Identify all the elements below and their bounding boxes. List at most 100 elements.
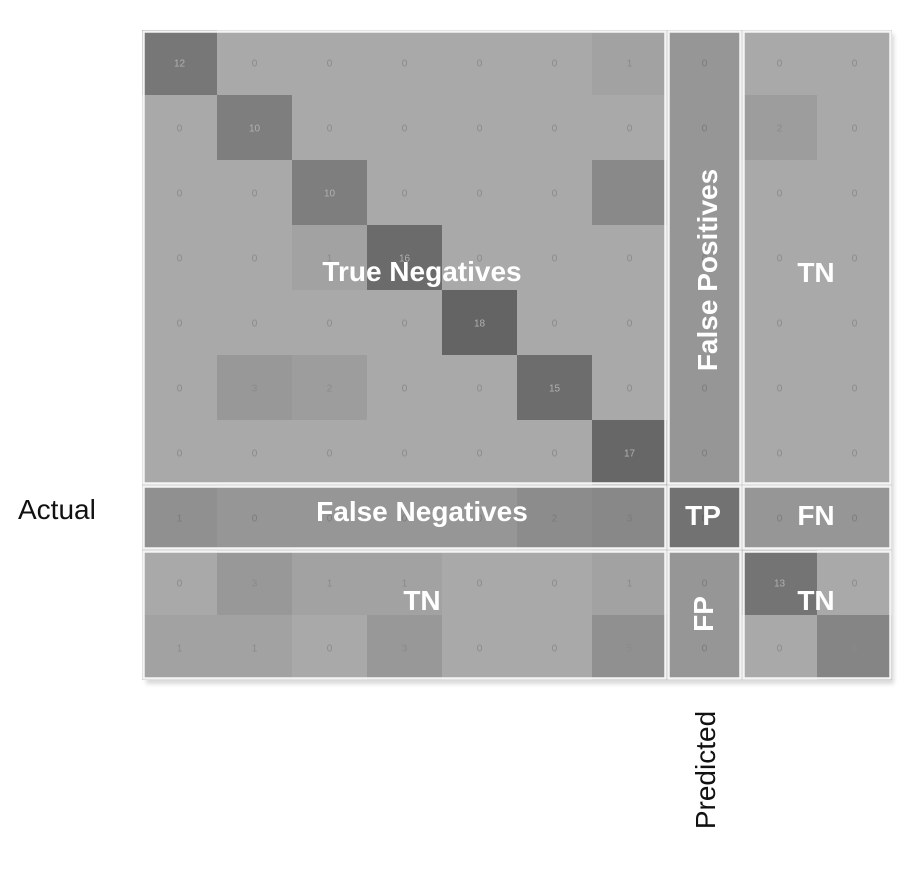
matrix-cell-value-r2-c9: 0 [852, 189, 858, 200]
matrix-cell-value-r2-c6: 7 [627, 189, 633, 200]
matrix-cell-r4-c4 [442, 290, 517, 355]
matrix-cell-value-r4-c8: 0 [777, 319, 783, 330]
matrix-cell-r3-c8 [742, 225, 817, 290]
matrix-cell-value-r7-c0: 1 [177, 514, 183, 525]
region-tn-bottom-right [742, 550, 892, 680]
matrix-cell-value-r2-c5: 0 [552, 189, 558, 200]
matrix-cell-r4-c3 [367, 290, 442, 355]
tn-bottom-left-label: TN [403, 585, 440, 616]
matrix-cell-value-r7-c8: 0 [777, 514, 783, 525]
matrix-cell-r5-c9 [817, 355, 892, 420]
matrix-cell-r8-c0 [142, 550, 217, 615]
matrix-cell-r3-c1 [217, 225, 292, 290]
matrix-cell-r1-c6 [592, 95, 667, 160]
matrix-cell-value-r2-c1: 0 [252, 189, 258, 200]
matrix-cell-r0-c1 [217, 30, 292, 95]
matrix-cell-r5-c6 [592, 355, 667, 420]
matrix-cell-value-r5-c0: 0 [177, 384, 183, 395]
matrix-cell-r1-c3 [367, 95, 442, 160]
matrix-cell-r3-c7 [667, 225, 742, 290]
matrix-cell-value-r4-c7: 0 [702, 319, 708, 330]
matrix-cell-r7-c0 [142, 485, 217, 550]
matrix-cell-r6-c6 [592, 420, 667, 485]
matrix-cell-r9-c0 [142, 615, 217, 680]
matrix-cell-r4-c6 [592, 290, 667, 355]
matrix-cell-r9-c4 [442, 615, 517, 680]
matrix-cell-value-r9-c5: 0 [552, 644, 558, 655]
matrix-cell-value-r0-c2: 0 [327, 59, 333, 70]
matrix-cell-r6-c2 [292, 420, 367, 485]
matrix-cell-value-r2-c3: 0 [402, 189, 408, 200]
matrix-cell-r2-c4 [442, 160, 517, 225]
region-false-positives [667, 30, 742, 485]
matrix-cell-r3-c2 [292, 225, 367, 290]
matrix-cell-value-r0-c4: 0 [477, 59, 483, 70]
matrix-cell-value-r9-c1: 1 [252, 644, 258, 655]
matrix-cell-value-r6-c0: 0 [177, 449, 183, 460]
matrix-cell-r2-c3 [367, 160, 442, 225]
matrix-cell-r2-c7 [667, 160, 742, 225]
matrix-cell-value-r0-c1: 0 [252, 59, 258, 70]
predicted-axis-label: Predicted [690, 711, 721, 829]
matrix-cell-r1-c7 [667, 95, 742, 160]
matrix-cell-r8-c4 [442, 550, 517, 615]
matrix-cell-r0-c4 [442, 30, 517, 95]
matrix-cell-value-r9-c6: 5 [627, 644, 633, 655]
matrix-cell-value-r9-c7: 0 [702, 644, 708, 655]
matrix-cell-value-r0-c3: 0 [402, 59, 408, 70]
matrix-cell-value-r5-c9: 0 [852, 384, 858, 395]
matrix-cell-value-r8-c7: 0 [702, 579, 708, 590]
matrix-cell-r5-c0 [142, 355, 217, 420]
matrix-cell-r9-c8 [742, 615, 817, 680]
tn-right-label: TN [797, 257, 834, 288]
matrix-cell-r8-c7 [667, 550, 742, 615]
matrix-cell-value-r7-c1: 0 [252, 514, 258, 525]
matrix-cell-r8-c9 [817, 550, 892, 615]
matrix-cell-value-r1-c5: 0 [552, 124, 558, 135]
matrix-cell-r4-c2 [292, 290, 367, 355]
matrix-cell-value-r6-c2: 0 [327, 449, 333, 460]
fp-label: FP [688, 596, 719, 632]
matrix-cell-value-r1-c7: 0 [702, 124, 708, 135]
region-fn [742, 485, 892, 550]
matrix-cell-value-r7-c3: 0 [402, 514, 408, 525]
matrix-cell-value-r3-c1: 0 [252, 254, 258, 265]
matrix-cell-r4-c9 [817, 290, 892, 355]
matrix-cell-r6-c8 [742, 420, 817, 485]
matrix-cell-value-r9-c3: 3 [402, 644, 408, 655]
matrix-cell-value-r3-c4: 0 [477, 254, 483, 265]
matrix-cell-r1-c8 [742, 95, 817, 160]
matrix-cell-r3-c3 [367, 225, 442, 290]
matrix-cell-r2-c5 [517, 160, 592, 225]
matrix-cell-r2-c8 [742, 160, 817, 225]
matrix-cell-value-r2-c2: 10 [324, 189, 336, 200]
matrix-cell-r6-c7 [667, 420, 742, 485]
matrix-cell-r7-c2 [292, 485, 367, 550]
matrix-cell-r5-c7 [667, 355, 742, 420]
region-tn-bottom-left [142, 550, 667, 680]
matrix-cell-value-r3-c7: 0 [702, 254, 708, 265]
matrix-cell-r6-c0 [142, 420, 217, 485]
matrix-cell-value-r6-c7: 0 [702, 449, 708, 460]
matrix-cell-value-r8-c9: 0 [852, 579, 858, 590]
matrix-cell-value-r8-c1: 3 [252, 579, 258, 590]
matrix-cell-r2-c1 [217, 160, 292, 225]
matrix-cell-r7-c8 [742, 485, 817, 550]
matrix-cell-r7-c7 [667, 485, 742, 550]
matrix-cell-r3-c4 [442, 225, 517, 290]
matrix-cell-value-r9-c2: 0 [327, 644, 333, 655]
matrix-cell-r6-c5 [517, 420, 592, 485]
matrix-cell-value-r7-c2: 0 [327, 514, 333, 525]
matrix-cell-value-r3-c5: 0 [552, 254, 558, 265]
matrix-cell-value-r4-c3: 0 [402, 319, 408, 330]
matrix-cell-r9-c5 [517, 615, 592, 680]
matrix-cell-value-r9-c4: 0 [477, 644, 483, 655]
matrix-cell-value-r3-c9: 0 [852, 254, 858, 265]
matrix-cell-value-r7-c7: 0 [702, 514, 708, 525]
matrix-cell-r9-c1 [217, 615, 292, 680]
matrix-cells [142, 30, 892, 680]
matrix-cell-r8-c8 [742, 550, 817, 615]
matrix-cell-r1-c0 [142, 95, 217, 160]
matrix-cell-r8-c5 [517, 550, 592, 615]
